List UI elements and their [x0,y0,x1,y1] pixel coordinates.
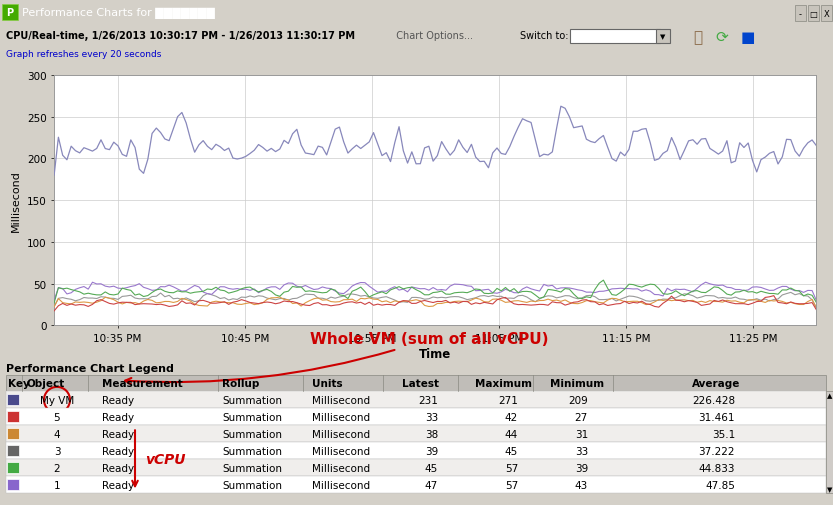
Text: 2: 2 [53,463,60,473]
FancyBboxPatch shape [570,30,660,44]
Text: ■: ■ [741,30,756,45]
Text: Rollup: Rollup [222,379,259,389]
Text: 57: 57 [505,463,518,473]
Bar [821,6,832,22]
Text: Summation: Summation [222,395,282,405]
Bar [826,391,833,493]
Text: 47.85: 47.85 [705,480,735,490]
Bar [7,412,19,423]
Text: Ready: Ready [102,429,134,439]
Bar [7,463,19,473]
FancyBboxPatch shape [656,30,670,44]
Text: 27: 27 [575,412,588,422]
Bar [6,409,826,426]
Text: 271: 271 [498,395,518,405]
Text: 31.461: 31.461 [699,412,735,422]
Bar [6,460,826,476]
Text: Millisecond: Millisecond [312,480,370,490]
Text: 45: 45 [425,463,438,473]
Text: 33: 33 [425,412,438,422]
Bar [2,5,18,21]
Text: 5: 5 [53,412,60,422]
Text: 37.222: 37.222 [699,446,735,456]
Bar [7,445,19,457]
Text: 43: 43 [575,480,588,490]
Text: vCPU: vCPU [145,452,186,467]
Text: Ready: Ready [102,412,134,422]
Text: Maximum: Maximum [475,379,532,389]
Text: 4: 4 [53,429,60,439]
Text: ▼: ▼ [827,486,832,492]
Text: Ready: Ready [102,480,134,490]
Bar [6,426,826,442]
Text: ⟳: ⟳ [716,30,728,45]
Text: Millisecond: Millisecond [312,463,370,473]
Text: 57: 57 [505,480,518,490]
Text: Whole VM (sum of all vCPU): Whole VM (sum of all vCPU) [125,332,548,384]
Text: Summation: Summation [222,446,282,456]
Text: 1: 1 [53,480,60,490]
Text: ▲: ▲ [827,392,832,398]
Text: Chart Options...: Chart Options... [390,31,473,41]
Text: ▼: ▼ [661,34,666,40]
Text: Minimum: Minimum [550,379,604,389]
Y-axis label: Millisecond: Millisecond [11,170,21,232]
Text: Summation: Summation [222,480,282,490]
X-axis label: Time: Time [419,347,451,361]
Text: Key: Key [8,379,30,389]
Text: Average: Average [692,379,741,389]
Text: Ready: Ready [102,395,134,405]
Text: 39: 39 [575,463,588,473]
Text: 35.1: 35.1 [711,429,735,439]
Text: Performance Charts for ███████: Performance Charts for ███████ [22,8,215,19]
Bar [808,6,819,22]
Text: -: - [799,10,802,19]
Text: 31: 31 [575,429,588,439]
Text: Graph refreshes every 20 seconds: Graph refreshes every 20 seconds [6,49,162,59]
Text: Object: Object [27,379,65,389]
Text: 226.428: 226.428 [692,395,735,405]
Bar [790,3,830,23]
Bar [6,476,826,493]
Text: □: □ [810,10,817,19]
Text: 44: 44 [505,429,518,439]
Text: Ready: Ready [102,446,134,456]
Text: ⎙: ⎙ [693,30,702,45]
Bar [7,479,19,490]
Bar [795,6,806,22]
Text: Latest: Latest [402,379,439,389]
Text: P: P [7,8,13,18]
Text: 209: 209 [568,395,588,405]
Text: Millisecond: Millisecond [312,429,370,439]
Text: Summation: Summation [222,412,282,422]
Text: Units: Units [312,379,342,389]
Text: CPU/Real-time, 1/26/2013 10:30:17 PM - 1/26/2013 11:30:17 PM: CPU/Real-time, 1/26/2013 10:30:17 PM - 1… [6,31,355,41]
Text: Millisecond: Millisecond [312,446,370,456]
Text: My VM: My VM [40,395,74,405]
Text: 38: 38 [425,429,438,439]
Text: Measurement: Measurement [102,379,182,389]
Bar [6,376,826,391]
Bar [7,394,19,406]
Bar [7,429,19,439]
Text: Summation: Summation [222,429,282,439]
Text: 42: 42 [505,412,518,422]
Text: Millisecond: Millisecond [312,395,370,405]
Text: 45: 45 [505,446,518,456]
Text: Ready: Ready [102,463,134,473]
Text: 44.833: 44.833 [699,463,735,473]
Text: X: X [824,10,830,19]
Text: Summation: Summation [222,463,282,473]
Text: Performance Chart Legend: Performance Chart Legend [6,364,174,374]
Text: 47: 47 [425,480,438,490]
Text: Switch to:: Switch to: [520,31,568,41]
Text: 39: 39 [425,446,438,456]
Text: Millisecond: Millisecond [312,412,370,422]
Text: 33: 33 [575,446,588,456]
Bar [6,442,826,460]
Text: 231: 231 [418,395,438,405]
Text: 3: 3 [53,446,60,456]
Bar [6,391,826,409]
